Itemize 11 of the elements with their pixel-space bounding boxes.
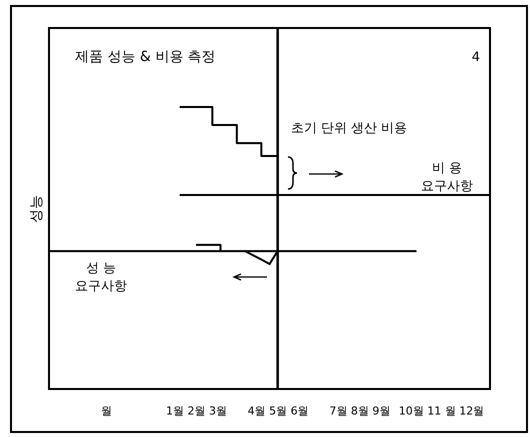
x-tick-label: 월 (101, 404, 112, 418)
annotation: 초기 단위 생산 비용 (290, 121, 408, 136)
x-tick-label: 4월 5월 6월 (248, 404, 309, 418)
chart-title: 제품 성능 & 비용 측정 (75, 49, 216, 65)
annotation: 비 용 요구사항 (421, 161, 473, 194)
x-tick-label: 10월 11 월 12월 (398, 404, 484, 418)
x-tick-label: 7월 8월 9월 (329, 404, 390, 418)
y-axis-title: 성능 (28, 195, 44, 223)
text: 4 (472, 50, 480, 65)
annotation: 성 능 요구사항 (75, 261, 127, 294)
x-tick-label: 1월 2월 3월 (166, 404, 227, 418)
